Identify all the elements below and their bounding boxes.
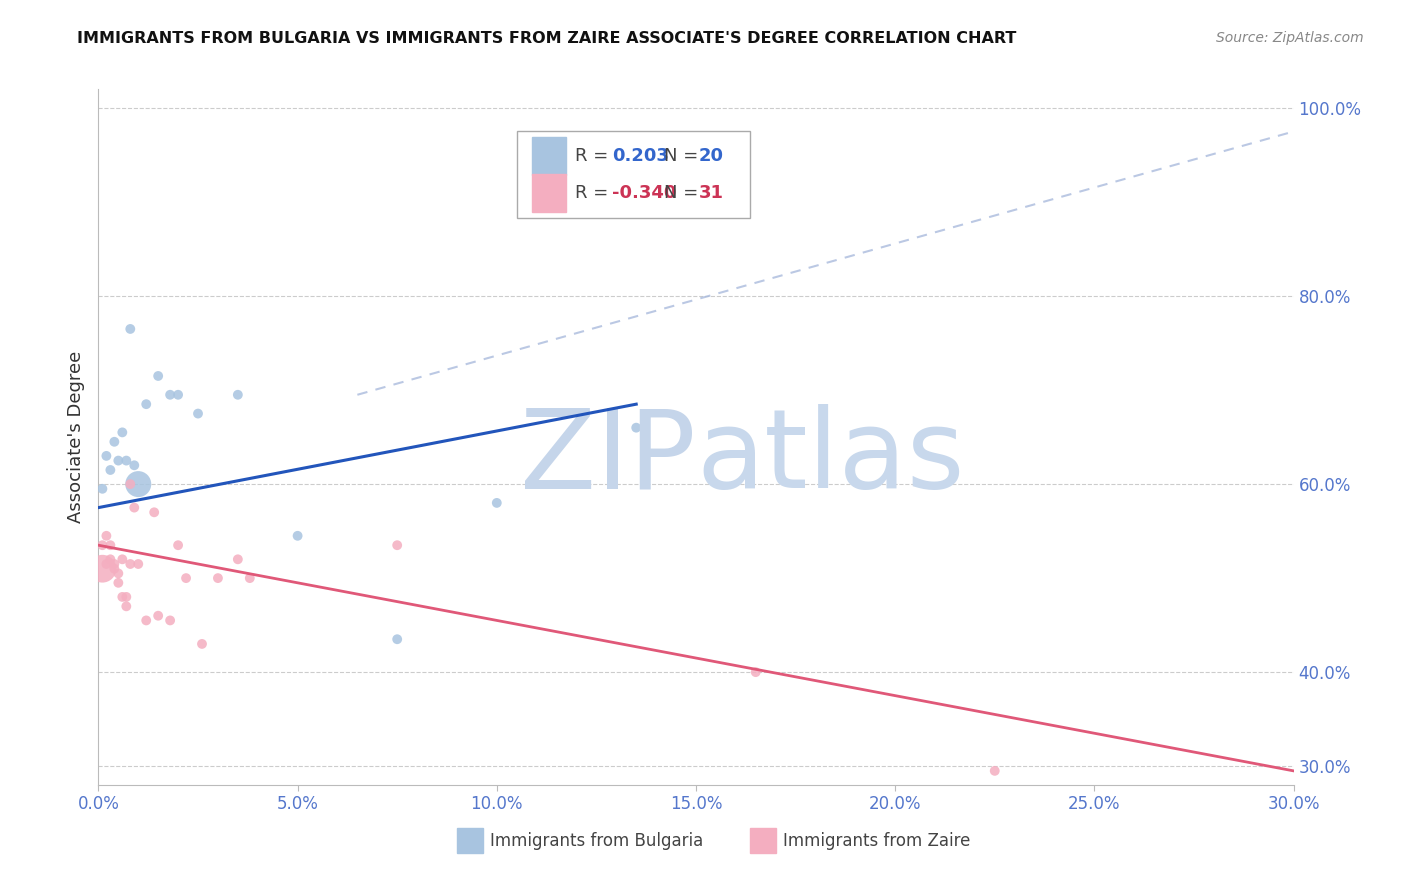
Text: R =: R = bbox=[575, 184, 614, 202]
Point bbox=[167, 538, 190, 552]
Text: 0.203: 0.203 bbox=[613, 147, 669, 165]
Text: Immigrants from Zaire: Immigrants from Zaire bbox=[783, 831, 970, 849]
Text: 20: 20 bbox=[699, 147, 723, 165]
Point bbox=[135, 397, 157, 411]
Text: Immigrants from Bulgaria: Immigrants from Bulgaria bbox=[491, 831, 703, 849]
Point bbox=[111, 590, 134, 604]
Point bbox=[127, 557, 149, 571]
Point bbox=[385, 632, 409, 647]
Point bbox=[124, 500, 146, 515]
Point bbox=[107, 453, 129, 467]
Point bbox=[107, 575, 129, 590]
Point bbox=[159, 614, 181, 628]
Text: R =: R = bbox=[575, 147, 614, 165]
Point bbox=[191, 637, 214, 651]
Point bbox=[98, 552, 122, 566]
Point bbox=[485, 496, 508, 510]
Point bbox=[115, 590, 138, 604]
Point bbox=[103, 434, 125, 449]
Point bbox=[626, 420, 648, 434]
Text: ZIP: ZIP bbox=[520, 404, 696, 511]
Text: -0.340: -0.340 bbox=[613, 184, 676, 202]
Point bbox=[111, 552, 134, 566]
Point bbox=[174, 571, 197, 585]
Point bbox=[96, 557, 118, 571]
Point bbox=[120, 477, 142, 491]
FancyBboxPatch shape bbox=[517, 131, 749, 218]
Point bbox=[91, 482, 114, 496]
Point bbox=[111, 425, 134, 440]
Point bbox=[148, 368, 170, 383]
Point bbox=[148, 608, 170, 623]
Point bbox=[127, 477, 149, 491]
Point bbox=[287, 529, 309, 543]
Point bbox=[115, 453, 138, 467]
Point bbox=[91, 562, 114, 576]
Text: IMMIGRANTS FROM BULGARIA VS IMMIGRANTS FROM ZAIRE ASSOCIATE'S DEGREE CORRELATION: IMMIGRANTS FROM BULGARIA VS IMMIGRANTS F… bbox=[77, 31, 1017, 46]
Point bbox=[385, 538, 409, 552]
Point bbox=[120, 322, 142, 336]
Text: N =: N = bbox=[664, 147, 697, 165]
Point bbox=[167, 388, 190, 402]
Point bbox=[96, 529, 118, 543]
Point bbox=[226, 552, 249, 566]
Point bbox=[135, 614, 157, 628]
Point bbox=[98, 538, 122, 552]
Bar bbox=[749, 828, 776, 853]
Point bbox=[984, 764, 1007, 778]
Text: atlas: atlas bbox=[696, 404, 965, 511]
Point bbox=[143, 505, 166, 519]
Point bbox=[226, 388, 249, 402]
Point bbox=[98, 463, 122, 477]
Point bbox=[124, 458, 146, 473]
Point bbox=[120, 557, 142, 571]
Bar bbox=[457, 828, 484, 853]
Text: Source: ZipAtlas.com: Source: ZipAtlas.com bbox=[1216, 31, 1364, 45]
Bar bbox=[533, 174, 565, 212]
Point bbox=[103, 562, 125, 576]
Point bbox=[745, 665, 768, 680]
Y-axis label: Associate's Degree: Associate's Degree bbox=[66, 351, 84, 524]
Point bbox=[239, 571, 262, 585]
Point bbox=[107, 566, 129, 581]
Text: N =: N = bbox=[664, 184, 697, 202]
Point bbox=[91, 538, 114, 552]
Bar bbox=[533, 136, 565, 175]
Point bbox=[103, 557, 125, 571]
Point bbox=[159, 388, 181, 402]
Point bbox=[96, 449, 118, 463]
Point bbox=[115, 599, 138, 614]
Point bbox=[207, 571, 229, 585]
Text: 31: 31 bbox=[699, 184, 723, 202]
Point bbox=[187, 407, 209, 421]
